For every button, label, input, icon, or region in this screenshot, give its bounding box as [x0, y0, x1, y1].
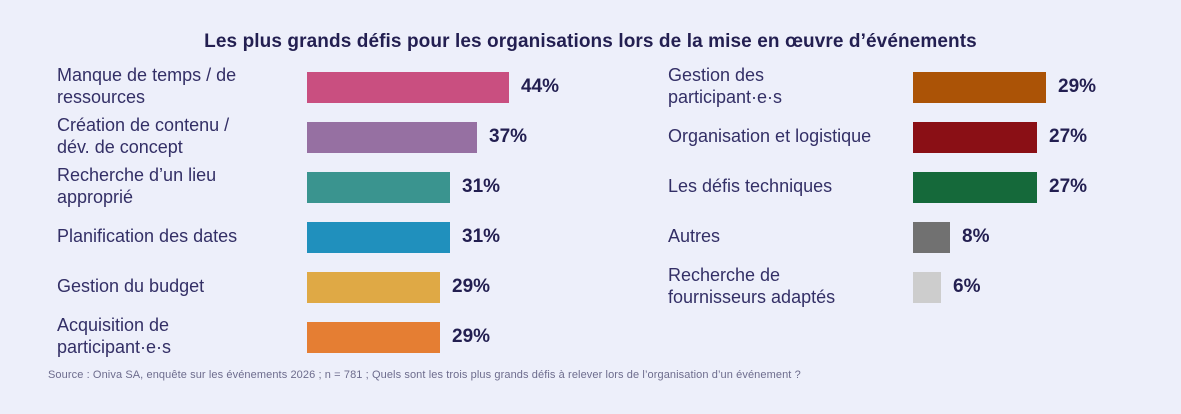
bar-row: Planification des dates 31% — [57, 212, 617, 262]
bar-row: Gestion des participant·e·s 29% — [668, 62, 1168, 112]
bar-track: 44% — [307, 71, 617, 103]
bar-row: Organisation et logistique 27% — [668, 112, 1168, 162]
bar-row: Recherche d’un lieu approprié 31% — [57, 162, 617, 212]
bar-value: 29% — [1058, 76, 1097, 97]
bar-value: 6% — [953, 276, 981, 297]
bar-value: 27% — [1049, 176, 1088, 197]
bar-value: 29% — [452, 276, 491, 297]
bar — [307, 271, 440, 303]
bar-row: Manque de temps / de ressources 44% — [57, 62, 617, 112]
bar-label: Manque de temps / de ressources — [57, 65, 237, 107]
bar-track: 27% — [913, 121, 1168, 153]
bar-label: Recherche de fournisseurs adaptés — [668, 265, 836, 307]
bar-track: 29% — [913, 71, 1168, 103]
bar-label: Autres — [668, 226, 721, 247]
bar-row: Les défis techniques 27% — [668, 162, 1168, 212]
bar — [913, 71, 1046, 103]
bar-label: Gestion du budget — [57, 276, 205, 297]
bar-value: 31% — [462, 176, 501, 197]
bar-label: Acquisition de participant·e·s — [57, 315, 172, 357]
bar-track: 8% — [913, 221, 1168, 253]
bar — [913, 271, 941, 303]
bar-track: 31% — [307, 171, 617, 203]
bar-label: Les défis techniques — [668, 176, 833, 197]
bar-label: Planification des dates — [57, 226, 238, 247]
bar-track: 37% — [307, 121, 617, 153]
bar-value: 37% — [489, 126, 528, 147]
bar — [307, 321, 440, 353]
bar-label: Création de contenu / dév. de concept — [57, 115, 230, 157]
bar-value: 29% — [452, 326, 491, 347]
bar-row: Acquisition de participant·e·s 29% — [57, 312, 617, 362]
bar — [913, 221, 950, 253]
chart-title: Les plus grands défis pour les organisat… — [204, 31, 977, 52]
bar — [307, 71, 509, 103]
bar-row: Recherche de fournisseurs adaptés 6% — [668, 262, 1168, 312]
bar-track: 29% — [307, 321, 617, 353]
bar-row: Gestion du budget 29% — [57, 262, 617, 312]
bar-track: 29% — [307, 271, 617, 303]
bar-group-right: Gestion des participant·e·s 29% Organisa… — [668, 62, 1168, 312]
bar — [307, 221, 450, 253]
bar-value: 27% — [1049, 126, 1088, 147]
bar — [913, 171, 1037, 203]
bar — [307, 171, 450, 203]
bar — [913, 121, 1037, 153]
bar — [307, 121, 477, 153]
bar-value: 8% — [962, 226, 990, 247]
bar-track: 31% — [307, 221, 617, 253]
bar-track: 27% — [913, 171, 1168, 203]
bar-track: 6% — [913, 271, 1168, 303]
bar-value: 44% — [521, 76, 560, 97]
bar-value: 31% — [462, 226, 501, 247]
bar-row: Autres 8% — [668, 212, 1168, 262]
bar-label: Gestion des participant·e·s — [668, 65, 783, 107]
bar-label: Organisation et logistique — [668, 126, 872, 147]
bar-label: Recherche d’un lieu approprié — [57, 165, 217, 207]
bar-row: Création de contenu / dév. de concept 37… — [57, 112, 617, 162]
bar-group-left: Manque de temps / de ressources 44% Créa… — [57, 62, 617, 362]
source-note: Source : Oniva SA, enquête sur les événe… — [48, 369, 801, 381]
